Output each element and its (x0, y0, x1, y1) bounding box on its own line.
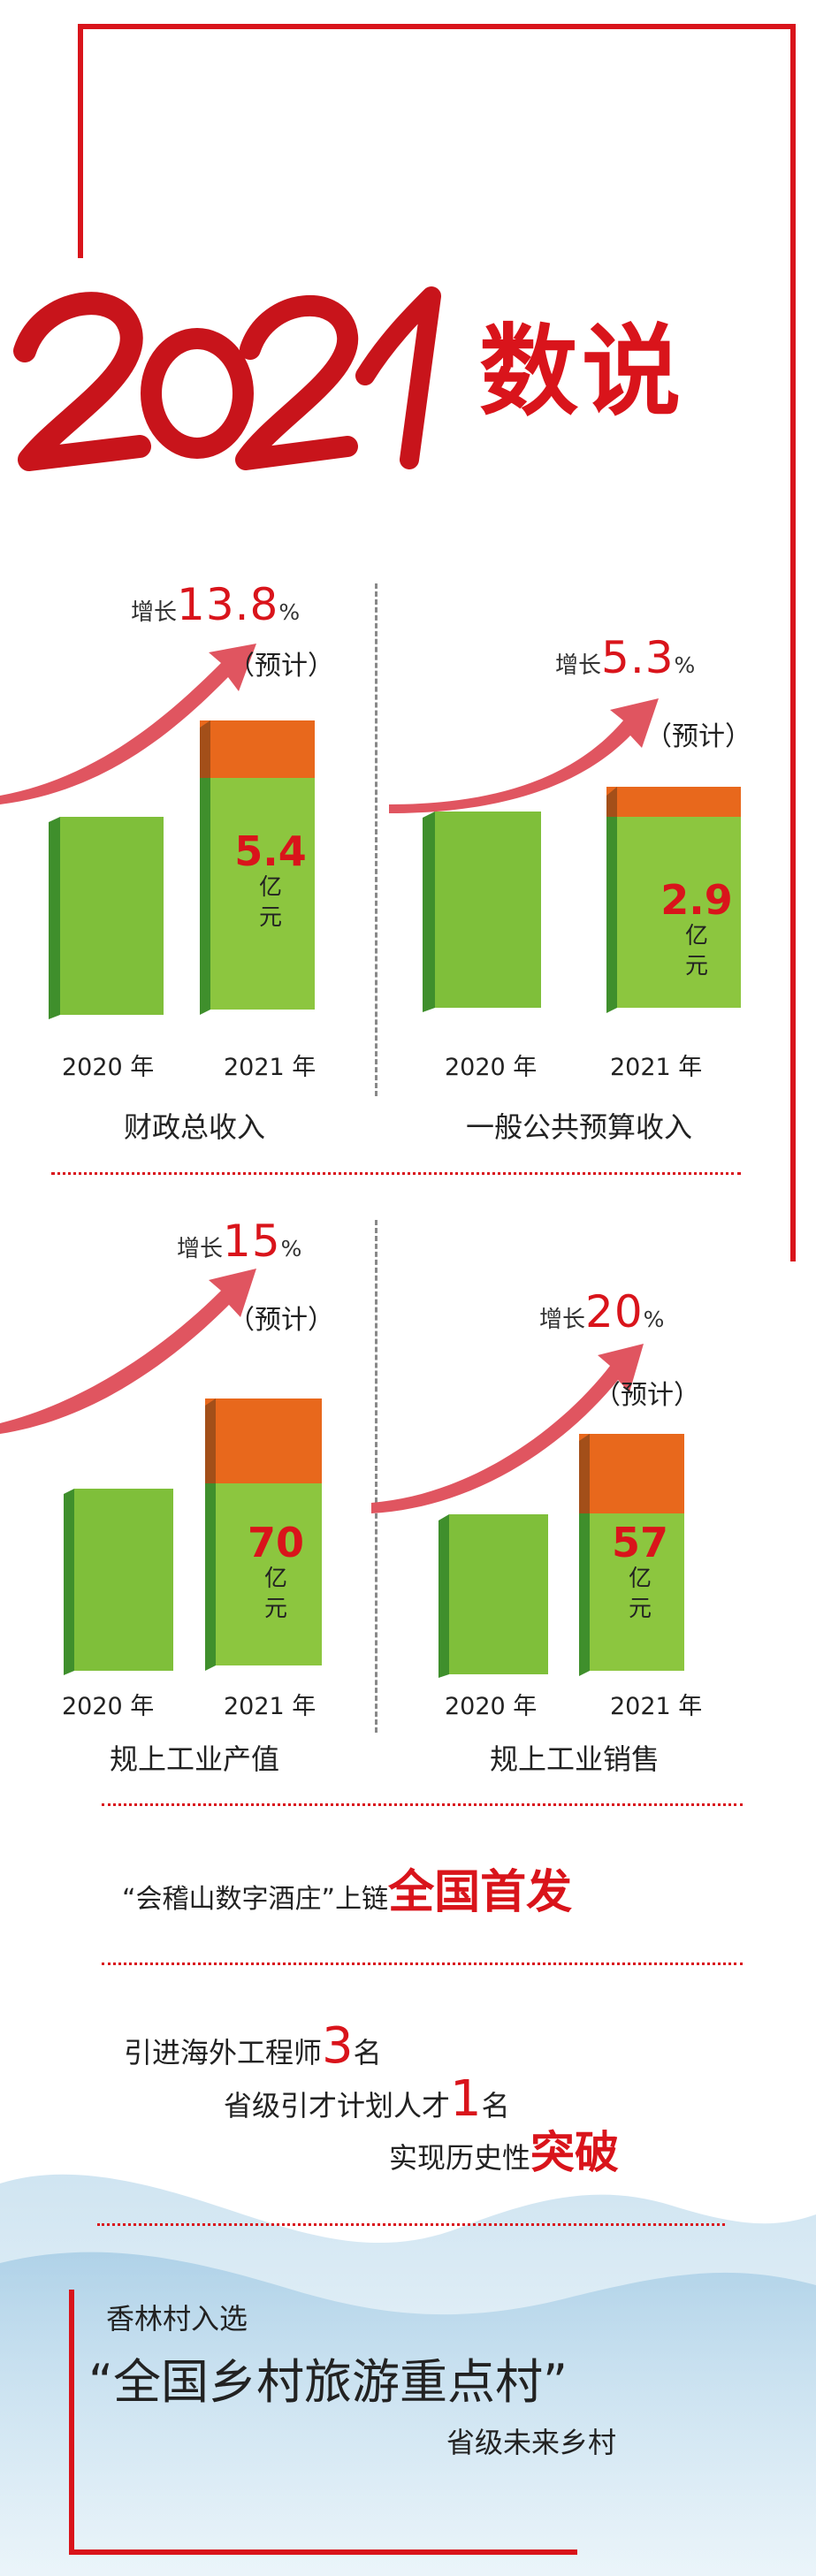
value-unit-line-2: 元 (684, 952, 708, 979)
news-village-intro: 香林村入选 (106, 2302, 248, 2336)
year-label-2020: 2020 年 (62, 1693, 155, 1720)
growth-arrow (0, 644, 256, 804)
news-engineers-count: 3 (322, 2017, 354, 2075)
page-title: 数说 (479, 315, 684, 430)
chart-title: 财政总收入 (123, 1110, 265, 1144)
bar-2020 (49, 817, 164, 1019)
bar-value-2021: 57 亿 元 (596, 1522, 684, 1623)
value-2021: 70 (247, 1519, 304, 1566)
bar-value-2021: 2.9 亿 元 (652, 880, 741, 980)
news-wine-estate: “会稽山数字酒庄”上链全国首发 (122, 1855, 572, 1921)
frame-right-line (790, 24, 796, 1261)
news-engineers-text: 引进海外工程师 (124, 2036, 323, 2069)
frame-bottom-left-line (69, 2290, 74, 2555)
news-wine-estate-text: “会稽山数字酒庄”上链 (122, 1884, 389, 1915)
value-unit-line-2: 元 (263, 1595, 287, 1622)
news-breakthrough-text: 实现历史性 (389, 2141, 531, 2175)
news-talent: 省级引才计划人才1名 (224, 2070, 510, 2128)
frame-bottom-line (69, 2549, 577, 2555)
growth-annotation: 增长13.8% (131, 579, 300, 630)
divider-vertical-top (375, 583, 377, 1096)
divider-row-4 (97, 2223, 725, 2226)
growth-label: 增长 (131, 599, 178, 626)
news-engineers-unit: 名 (353, 2036, 382, 2069)
bar-2021 (606, 787, 741, 1013)
value-2021: 2.9 (660, 876, 733, 924)
growth-annotation: 增长15% (177, 1216, 301, 1267)
bar-2021 (205, 1399, 322, 1671)
growth-value: 5.3 (601, 632, 675, 683)
estimate-note: （预计） (228, 651, 334, 682)
news-engineers: 引进海外工程师3名 (124, 2017, 382, 2075)
value-unit-line-1: 亿 (263, 1566, 287, 1592)
year-label-2020: 2020 年 (62, 1054, 155, 1081)
year-label-2021: 2021 年 (610, 1054, 703, 1081)
growth-arrow (389, 698, 659, 813)
news-talent-count: 1 (450, 2070, 482, 2128)
growth-label: 增长 (177, 1236, 224, 1262)
growth-unit: % (674, 652, 696, 678)
bar-2020 (64, 1489, 173, 1675)
year-label-2020: 2020 年 (445, 1054, 538, 1081)
growth-label: 增长 (555, 652, 602, 679)
chart-title: 一般公共预算收入 (465, 1110, 692, 1144)
bar-2020 (423, 812, 541, 1012)
chart-title: 规上工业产值 (109, 1742, 279, 1776)
year-label-2020: 2020 年 (445, 1693, 538, 1720)
bar-2021 (200, 720, 315, 1015)
year-label-2021: 2021 年 (224, 1693, 316, 1720)
divider-row-3 (102, 1962, 743, 1965)
growth-unit: % (643, 1307, 665, 1332)
growth-value: 13.8 (177, 579, 279, 630)
frame-left-line (78, 24, 83, 258)
value-unit-line-1: 亿 (684, 923, 708, 949)
growth-unit: % (278, 599, 301, 625)
bar-value-2021: 70 亿 元 (232, 1522, 320, 1623)
year-label-2021: 2021 年 (224, 1054, 316, 1081)
value-2021: 5.4 (234, 827, 307, 875)
bar-value-2021: 5.4 亿 元 (230, 831, 311, 932)
news-breakthrough-highlight: 突破 (530, 2127, 620, 2178)
growth-arrow (371, 1344, 644, 1513)
growth-value: 15 (223, 1216, 281, 1267)
estimate-note: （预计） (228, 1305, 334, 1336)
growth-label: 增长 (539, 1307, 586, 1333)
divider-row-2 (102, 1803, 743, 1806)
growth-unit: % (280, 1236, 302, 1261)
news-breakthrough: 实现历史性突破 (389, 2117, 619, 2181)
chart-title: 规上工业销售 (489, 1742, 660, 1776)
divider-vertical-middle (375, 1220, 377, 1733)
news-village-title: “全国乡村旅游重点村” (88, 2354, 568, 2410)
value-unit-line-1: 亿 (628, 1566, 652, 1592)
growth-annotation: 增长5.3% (555, 632, 695, 683)
year-script-logo: 2021 (13, 286, 441, 471)
growth-annotation: 增长20% (539, 1286, 664, 1338)
value-unit-line-2: 元 (628, 1595, 652, 1622)
news-talent-text: 省级引才计划人才 (224, 2089, 451, 2123)
news-talent-unit: 名 (481, 2089, 510, 2123)
frame-top-line (78, 24, 796, 29)
bar-2020 (439, 1514, 548, 1678)
year-label-2021: 2021 年 (610, 1693, 703, 1720)
bar-2021 (579, 1434, 684, 1676)
growth-value: 20 (585, 1286, 644, 1338)
value-unit-line-1: 亿 (258, 874, 282, 901)
value-2021: 57 (611, 1519, 668, 1566)
estimate-note: （预计） (594, 1380, 700, 1411)
value-unit-line-2: 元 (258, 903, 282, 931)
news-wine-estate-highlight: 全国首发 (388, 1866, 573, 1919)
growth-arrow (0, 1269, 256, 1434)
news-village-subtitle: 省级未来乡村 (446, 2426, 617, 2459)
estimate-note: （预计） (645, 721, 751, 752)
divider-row-1 (51, 1172, 741, 1175)
